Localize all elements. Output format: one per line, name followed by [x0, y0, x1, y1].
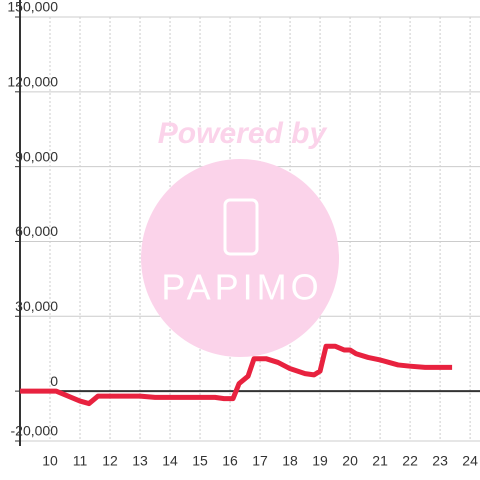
watermark-text: PAPIMO	[161, 267, 322, 308]
y-tick-label: 120,000	[7, 74, 58, 90]
y-tick-label: 30,000	[15, 298, 58, 314]
x-tick-label: 21	[372, 453, 388, 469]
x-tick-label: 18	[282, 453, 298, 469]
x-tick-label: 24	[462, 453, 478, 469]
x-tick-label: 10	[42, 453, 58, 469]
y-tick-label: 60,000	[15, 223, 58, 239]
x-tick-label: 22	[402, 453, 418, 469]
watermark-icon	[223, 198, 259, 256]
x-tick-label: 23	[432, 453, 448, 469]
y-tick-label: -20,000	[11, 423, 59, 439]
x-tick-label: 14	[162, 453, 178, 469]
watermark-text: Powered by	[158, 117, 328, 150]
x-tick-label: 16	[222, 453, 238, 469]
x-tick-label: 15	[192, 453, 208, 469]
x-tick-label: 11	[73, 453, 88, 469]
x-tick-label: 17	[252, 453, 268, 469]
x-tick-label: 20	[342, 453, 358, 469]
data-line	[20, 343, 453, 407]
x-tick-label: 13	[132, 453, 148, 469]
y-tick-label: 0	[50, 373, 58, 389]
x-tick-label: 12	[102, 453, 118, 469]
y-tick-label: 90,000	[15, 148, 58, 164]
y-tick-label: 150,000	[7, 0, 58, 15]
x-tick-label: 19	[312, 453, 328, 469]
watermark-circle	[141, 159, 339, 357]
